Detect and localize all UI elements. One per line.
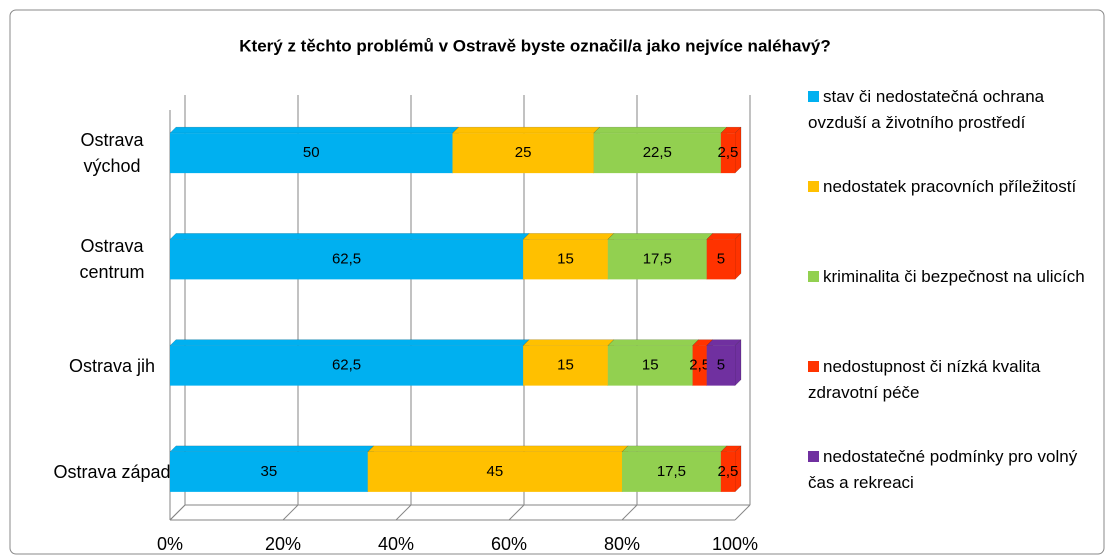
grid-line [282, 504, 299, 521]
value-label: 17,5 [643, 250, 672, 267]
bar-top [169, 126, 460, 134]
chart-title: Který z těchto problémů v Ostravě byste … [239, 36, 830, 55]
x-tick-label: 80% [604, 534, 640, 554]
bar [692, 345, 707, 386]
bar-top [607, 339, 700, 346]
bar-top [522, 233, 615, 240]
bar [170, 451, 368, 492]
grid-line [508, 504, 525, 521]
bar [706, 239, 735, 280]
bar [622, 451, 721, 492]
bar [593, 133, 721, 174]
bar [170, 239, 524, 280]
bar-top [169, 233, 530, 240]
legend-label: nedostupnost či nízká kvalita zdravotní … [808, 357, 1041, 402]
value-label: 15 [557, 357, 574, 374]
bar [523, 345, 608, 386]
grid-line [621, 504, 638, 521]
value-label: 62,5 [332, 250, 361, 267]
legend-entry: nedostatečné podmínky pro volný čas a re… [808, 444, 1098, 496]
legend-label: kriminalita či bezpečnost na ulicích [823, 267, 1085, 286]
value-label: 17,5 [657, 463, 686, 480]
bar-side [734, 232, 742, 280]
bar-top [367, 445, 629, 453]
bar [607, 345, 693, 386]
value-label: 45 [487, 463, 504, 480]
bar-top [522, 339, 615, 346]
legend-entry: nedostupnost či nízká kvalita zdravotní … [808, 354, 1098, 406]
bar [170, 345, 524, 386]
bar [720, 451, 735, 492]
bar [720, 133, 735, 174]
legend-entry: nedostatek pracovních příležitostí [808, 174, 1098, 200]
value-label: 2,5 [718, 463, 739, 480]
category-label: Ostrava západ [53, 461, 171, 482]
bar [706, 345, 735, 386]
legend-entry: kriminalita či bezpečnost na ulicích [808, 264, 1098, 290]
legend-label: nedostatek pracovních příležitostí [823, 177, 1077, 196]
legend-swatch [808, 181, 819, 192]
bar-top [621, 445, 728, 453]
legend-label: nedostatečné podmínky pro volný čas a re… [808, 447, 1078, 492]
bar-top [169, 445, 375, 453]
bar-side [734, 339, 742, 387]
legend-swatch [808, 451, 819, 462]
grid-line [734, 504, 751, 521]
value-label: 35 [261, 463, 278, 480]
bar [607, 239, 707, 280]
grid-line [169, 504, 186, 521]
bar-top [593, 126, 728, 134]
bar-top [451, 126, 601, 134]
grid-line [395, 504, 412, 521]
category-label: Ostrava centrum [79, 236, 145, 283]
bar-top [169, 339, 530, 346]
value-label: 15 [557, 250, 574, 267]
x-tick-label: 0% [157, 534, 183, 554]
value-label: 50 [303, 144, 320, 161]
x-tick-label: 20% [265, 534, 301, 554]
legend-swatch [808, 361, 819, 372]
x-tick-label: 40% [378, 534, 414, 554]
category-label: Ostrava východ [80, 130, 144, 177]
bar [170, 133, 453, 174]
legend-swatch [808, 91, 819, 102]
x-tick-label: 100% [712, 534, 758, 554]
legend-entry: stav či nedostatečná ochrana ovzduší a ž… [808, 84, 1098, 136]
bar [523, 239, 608, 280]
legend-swatch [808, 271, 819, 282]
value-label: 15 [642, 357, 659, 374]
value-label: 5 [717, 250, 725, 267]
value-label: 25 [515, 144, 532, 161]
bar [367, 451, 622, 492]
bar-top [607, 233, 714, 240]
category-label: Ostrava jih [68, 355, 156, 376]
value-label: 2,5 [718, 144, 739, 161]
value-label: 62,5 [332, 357, 361, 374]
x-tick-label: 60% [491, 534, 527, 554]
value-label: 5 [717, 357, 725, 374]
value-label: 22,5 [643, 144, 672, 161]
bar [452, 133, 594, 174]
legend-label: stav či nedostatečná ochrana ovzduší a ž… [808, 87, 1045, 132]
value-label: 2,5 [689, 357, 710, 374]
